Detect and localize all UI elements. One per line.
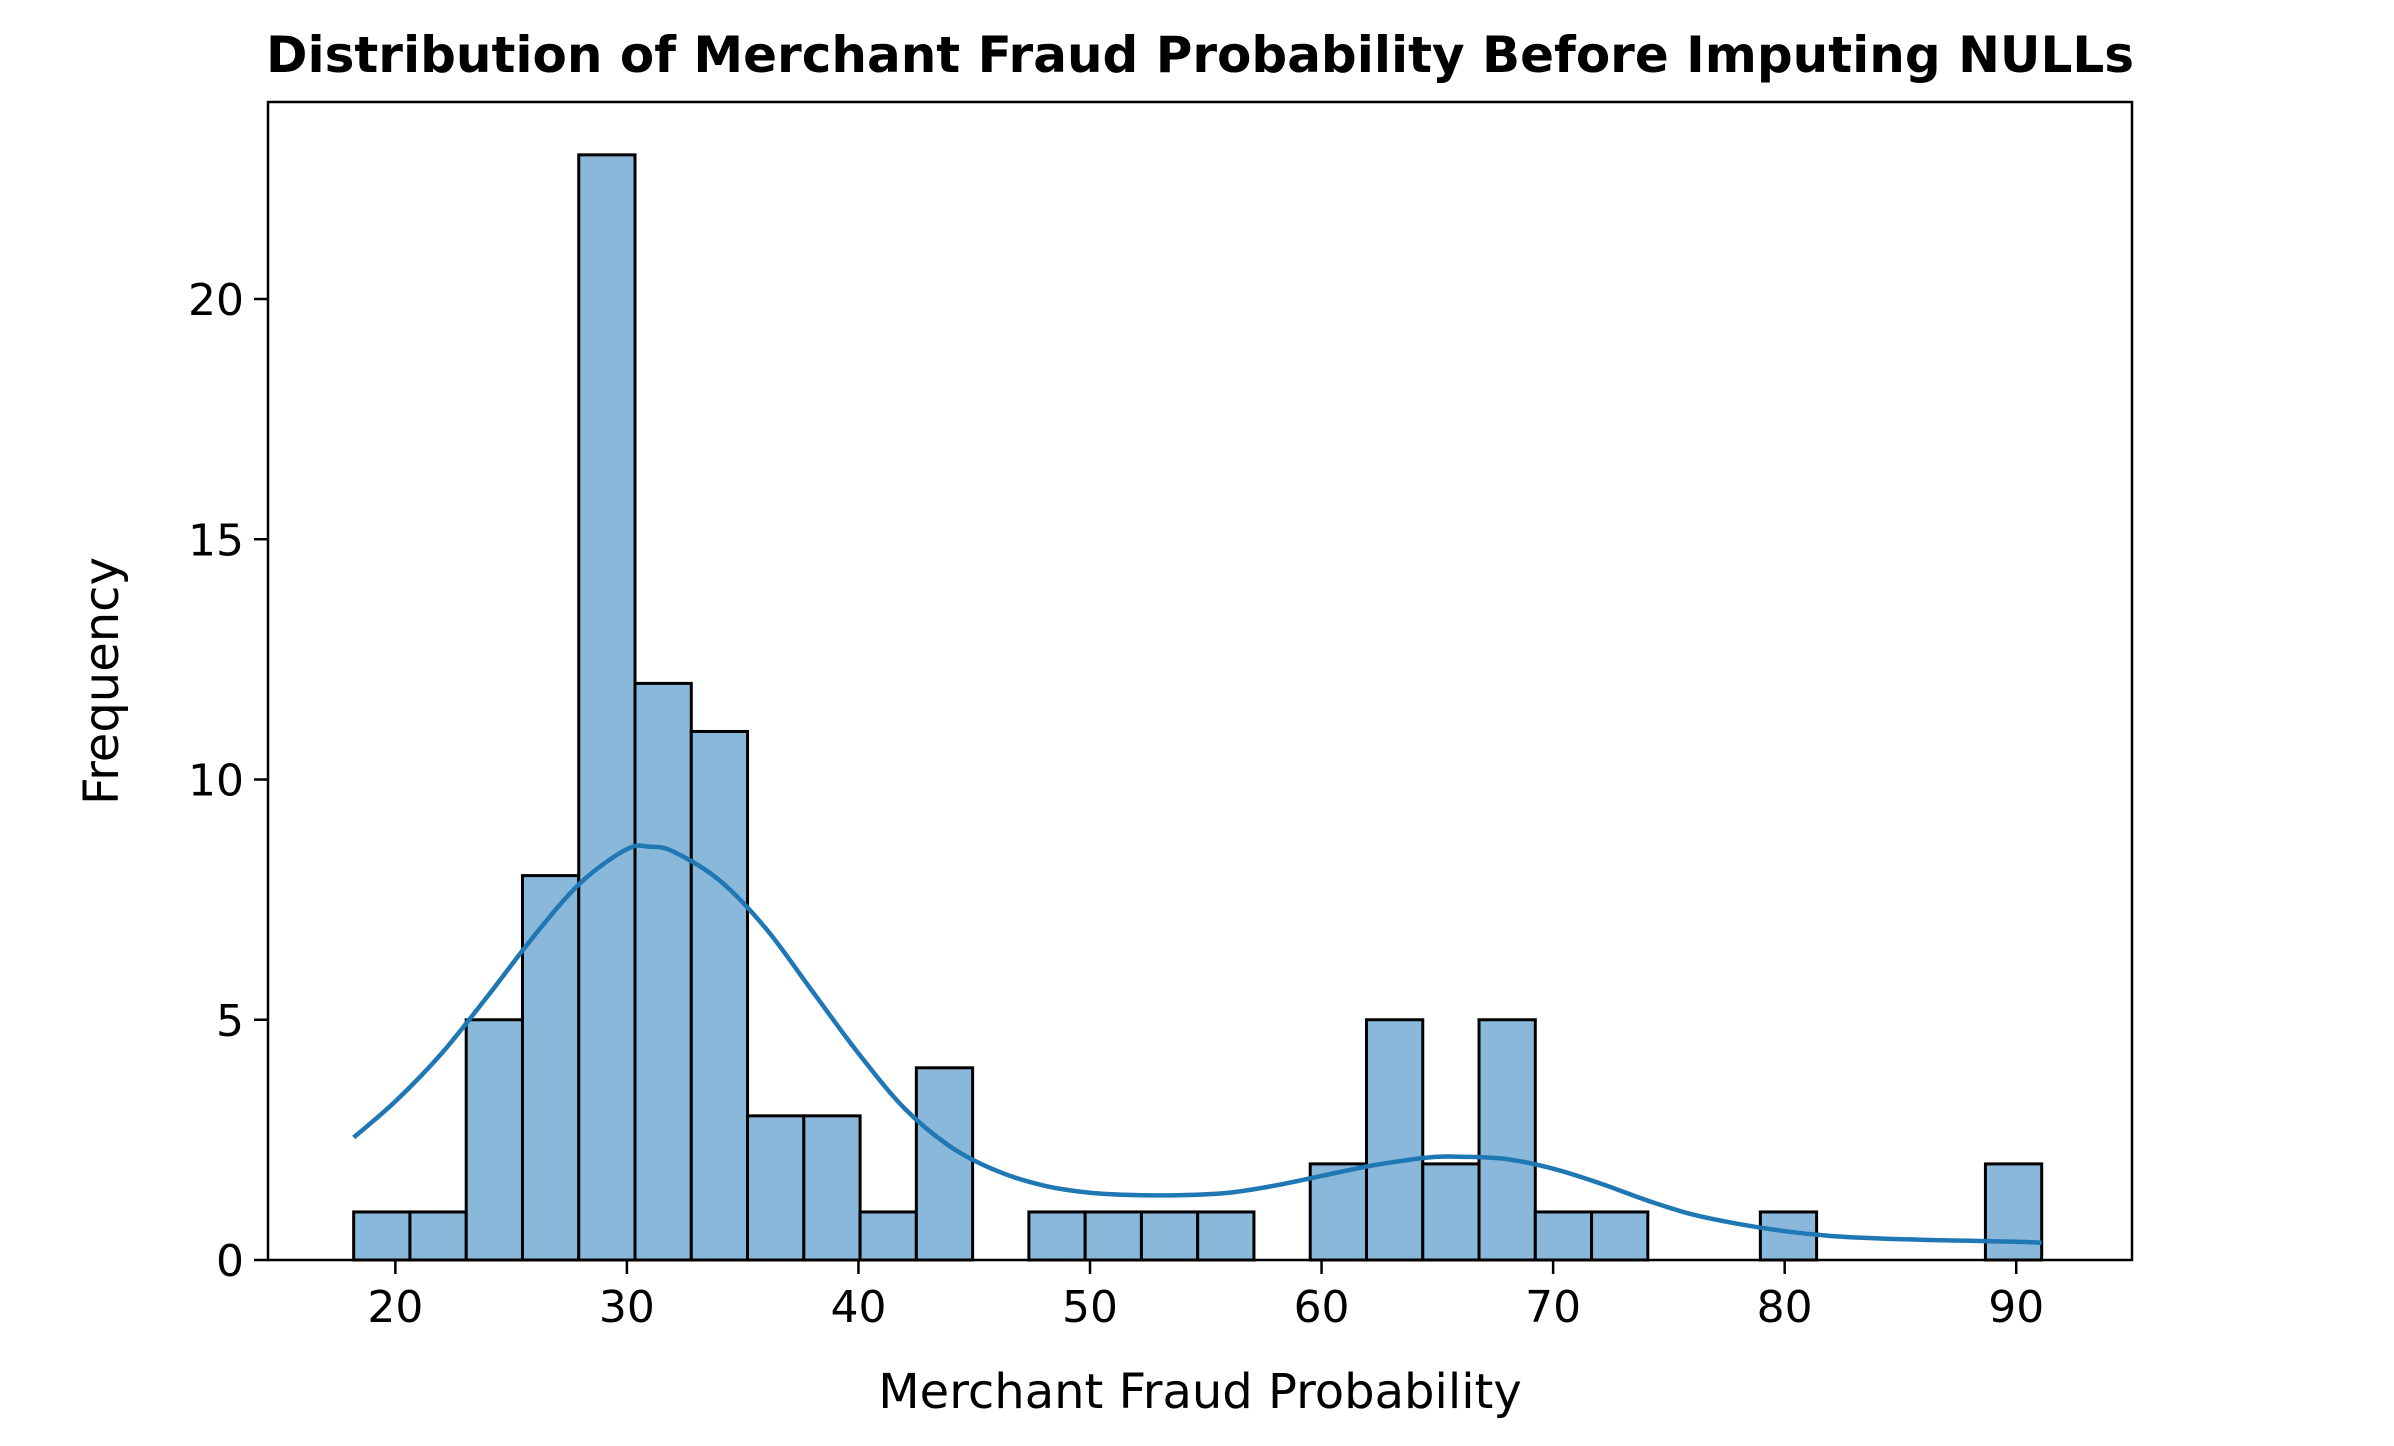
- histogram-bar-8: [802, 1114, 862, 1262]
- histogram-bar-20: [1590, 1210, 1650, 1262]
- y-tick-label: 10: [188, 756, 244, 807]
- x-tick-label: 70: [1525, 1282, 1581, 1333]
- histogram-bar-16: [1364, 1018, 1425, 1262]
- x-tick-label: 50: [1062, 1282, 1118, 1333]
- histogram-bar-9: [858, 1210, 918, 1262]
- x-tick-label: 30: [599, 1282, 655, 1333]
- histogram-bar-6: [689, 729, 750, 1262]
- x-tick-label: 80: [1757, 1282, 1813, 1333]
- y-axis-label: Frequency: [74, 557, 130, 805]
- histogram-bar-19: [1533, 1210, 1594, 1262]
- histogram-bar-12: [1083, 1210, 1143, 1262]
- x-tick-label: 60: [1294, 1282, 1350, 1333]
- x-tick-label: 40: [830, 1282, 886, 1333]
- histogram-bar-3: [520, 874, 581, 1262]
- kde-curve: [352, 843, 2042, 1245]
- x-axis-ticks: 20 30 40 50 60 70 80 90: [367, 1260, 2044, 1333]
- histogram-bar-10: [914, 1066, 975, 1262]
- histogram-bar-11: [1027, 1210, 1087, 1262]
- histogram-bar-2: [464, 1018, 524, 1262]
- y-axis-ticks: 0 5 10 15 20: [188, 275, 268, 1287]
- histogram-bar-5: [633, 681, 693, 1262]
- histogram-bar-1: [408, 1210, 468, 1262]
- x-axis-label: Merchant Fraud Probability: [878, 1364, 1522, 1420]
- histogram-bars: [352, 153, 2044, 1262]
- histogram-bar-4: [577, 153, 637, 1262]
- histogram-bar-22: [1983, 1162, 2044, 1262]
- histogram-bar-17: [1421, 1162, 1481, 1262]
- histogram-bar-18: [1477, 1018, 1537, 1262]
- y-tick-label: 0: [216, 1236, 244, 1287]
- x-tick-label: 90: [1988, 1282, 2044, 1333]
- y-tick-label: 20: [188, 275, 244, 326]
- chart-title: Distribution of Merchant Fraud Probabili…: [266, 26, 2134, 84]
- histogram-bar-14: [1196, 1210, 1256, 1262]
- y-tick-label: 5: [216, 996, 244, 1047]
- y-tick-label: 15: [188, 515, 244, 566]
- histogram-bar-13: [1139, 1210, 1200, 1262]
- x-tick-label: 20: [367, 1282, 423, 1333]
- plot-frame: [266, 100, 2134, 1262]
- histogram-bar-0: [352, 1210, 412, 1262]
- histogram-bar-7: [746, 1114, 806, 1262]
